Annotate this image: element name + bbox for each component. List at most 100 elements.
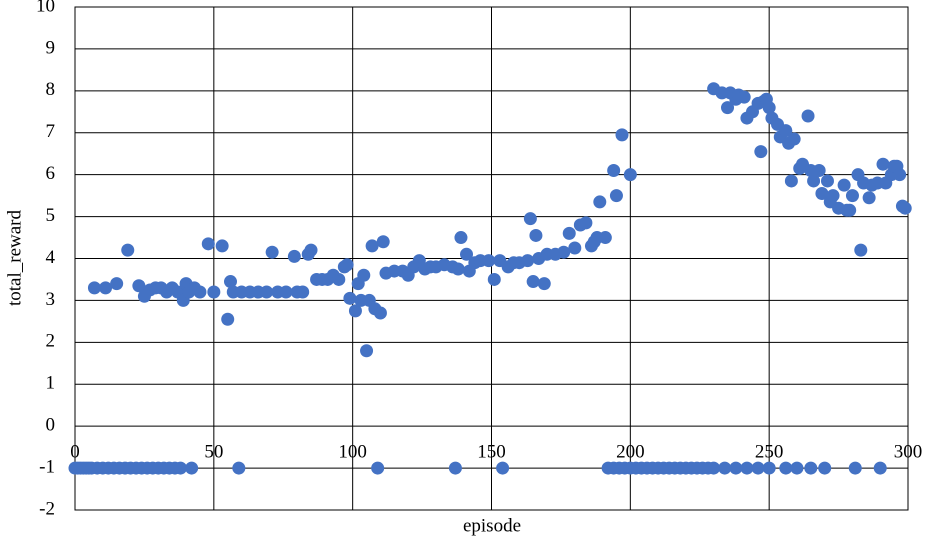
point (721, 101, 735, 115)
point (751, 461, 765, 475)
y-tick-label: 1 (46, 373, 56, 394)
point (348, 304, 362, 318)
point (121, 243, 135, 257)
y-tick-label: 0 (46, 415, 56, 436)
point (615, 128, 629, 142)
point (260, 285, 274, 299)
point (898, 201, 912, 215)
point (790, 461, 804, 475)
y-tick-label: -1 (39, 456, 55, 477)
point (215, 239, 229, 253)
y-tick-label: 5 (46, 205, 56, 226)
point (609, 189, 623, 203)
x-tick-label: 250 (755, 442, 784, 463)
point (526, 275, 540, 289)
point (451, 262, 465, 276)
point (779, 124, 793, 138)
point (854, 243, 868, 257)
point (754, 145, 768, 159)
y-tick-label: 2 (46, 331, 56, 352)
point (729, 461, 743, 475)
point (99, 281, 113, 295)
point (304, 243, 318, 257)
point (529, 228, 543, 242)
point (557, 245, 571, 259)
point (804, 461, 818, 475)
point (568, 241, 582, 255)
point (193, 285, 207, 299)
y-tick-label: 8 (46, 79, 56, 100)
point (815, 187, 829, 201)
x-tick-label: 200 (616, 442, 645, 463)
point (820, 174, 834, 188)
point (371, 461, 385, 475)
point (801, 109, 815, 123)
point (862, 191, 876, 205)
point (132, 279, 146, 293)
point (893, 168, 907, 182)
y-tick-label: 3 (46, 289, 56, 310)
point (279, 285, 293, 299)
point (287, 249, 301, 263)
point (523, 212, 537, 226)
point (110, 277, 124, 291)
x-tick-label: 150 (477, 442, 506, 463)
point (848, 461, 862, 475)
point (232, 461, 246, 475)
point (807, 174, 821, 188)
point (737, 90, 751, 104)
point (221, 312, 235, 326)
y-tick-label: 6 (46, 163, 56, 184)
point (537, 277, 551, 291)
point (812, 163, 826, 177)
point (373, 306, 387, 320)
point (593, 195, 607, 209)
x-tick-label: 100 (338, 442, 367, 463)
plot-border (74, 6, 909, 511)
point (223, 275, 237, 289)
y-tick-label: 7 (46, 121, 56, 142)
point (718, 461, 732, 475)
x-tick-label: 50 (204, 442, 223, 463)
point (87, 281, 101, 295)
point (779, 461, 793, 475)
point (448, 461, 462, 475)
point (332, 272, 346, 286)
point (376, 235, 390, 249)
y-tick-label: -2 (39, 498, 55, 519)
point (265, 245, 279, 259)
point (207, 285, 221, 299)
y-tick-label: 4 (46, 247, 56, 268)
point (185, 461, 199, 475)
point (707, 461, 721, 475)
point (296, 285, 310, 299)
point (496, 461, 510, 475)
point (762, 101, 776, 115)
y-axis-title: total_reward (4, 209, 25, 306)
point (360, 344, 374, 358)
x-axis-title: episode (463, 515, 521, 536)
point (787, 132, 801, 146)
point (607, 163, 621, 177)
point (579, 216, 593, 230)
y-tick-label: 10 (36, 0, 55, 16)
point (843, 203, 857, 217)
point (454, 231, 468, 245)
point (357, 268, 371, 282)
point (521, 254, 535, 268)
point (562, 226, 576, 240)
point (876, 157, 890, 171)
point (784, 174, 798, 188)
y-tick-label: 9 (46, 37, 56, 58)
point (460, 247, 474, 261)
point (174, 461, 188, 475)
point (837, 178, 851, 192)
point (340, 258, 354, 272)
point (873, 461, 887, 475)
point (740, 461, 754, 475)
point (365, 239, 379, 253)
point (598, 231, 612, 245)
point (623, 168, 637, 182)
point (818, 461, 832, 475)
